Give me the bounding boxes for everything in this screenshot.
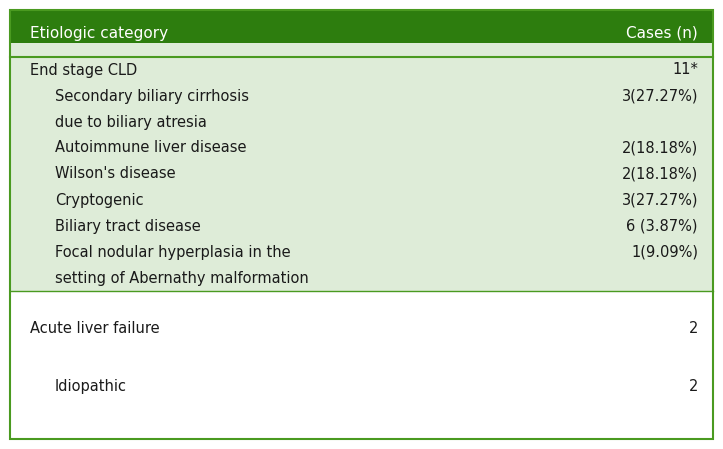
Text: Biliary tract disease: Biliary tract disease bbox=[55, 219, 201, 233]
Text: Focal nodular hyperplasia in the: Focal nodular hyperplasia in the bbox=[55, 245, 291, 260]
Text: 3(27.27%): 3(27.27%) bbox=[622, 193, 698, 207]
Text: 2: 2 bbox=[688, 321, 698, 335]
Text: End stage CLD: End stage CLD bbox=[30, 62, 137, 78]
Text: Autoimmune liver disease: Autoimmune liver disease bbox=[55, 141, 247, 155]
Text: setting of Abernathy malformation: setting of Abernathy malformation bbox=[55, 270, 309, 286]
Bar bbox=[10, 10, 713, 57]
Bar bbox=[10, 10, 713, 439]
Text: 3(27.27%): 3(27.27%) bbox=[622, 88, 698, 104]
Text: Etiologic category: Etiologic category bbox=[30, 26, 168, 41]
Text: Acute liver failure: Acute liver failure bbox=[30, 321, 160, 335]
Bar bbox=[10, 10, 713, 439]
Text: 2(18.18%): 2(18.18%) bbox=[622, 167, 698, 181]
Text: Idiopathic: Idiopathic bbox=[55, 379, 127, 394]
Text: 2(18.18%): 2(18.18%) bbox=[622, 141, 698, 155]
Text: 1(9.09%): 1(9.09%) bbox=[631, 245, 698, 260]
Text: 6 (3.87%): 6 (3.87%) bbox=[627, 219, 698, 233]
Text: due to biliary atresia: due to biliary atresia bbox=[55, 114, 207, 129]
Text: 2: 2 bbox=[688, 379, 698, 394]
Text: Cryptogenic: Cryptogenic bbox=[55, 193, 144, 207]
Text: 11*: 11* bbox=[672, 62, 698, 78]
Bar bbox=[10, 43, 713, 291]
Text: Wilson's disease: Wilson's disease bbox=[55, 167, 176, 181]
Text: Cases (n): Cases (n) bbox=[626, 26, 698, 41]
Text: Secondary biliary cirrhosis: Secondary biliary cirrhosis bbox=[55, 88, 249, 104]
